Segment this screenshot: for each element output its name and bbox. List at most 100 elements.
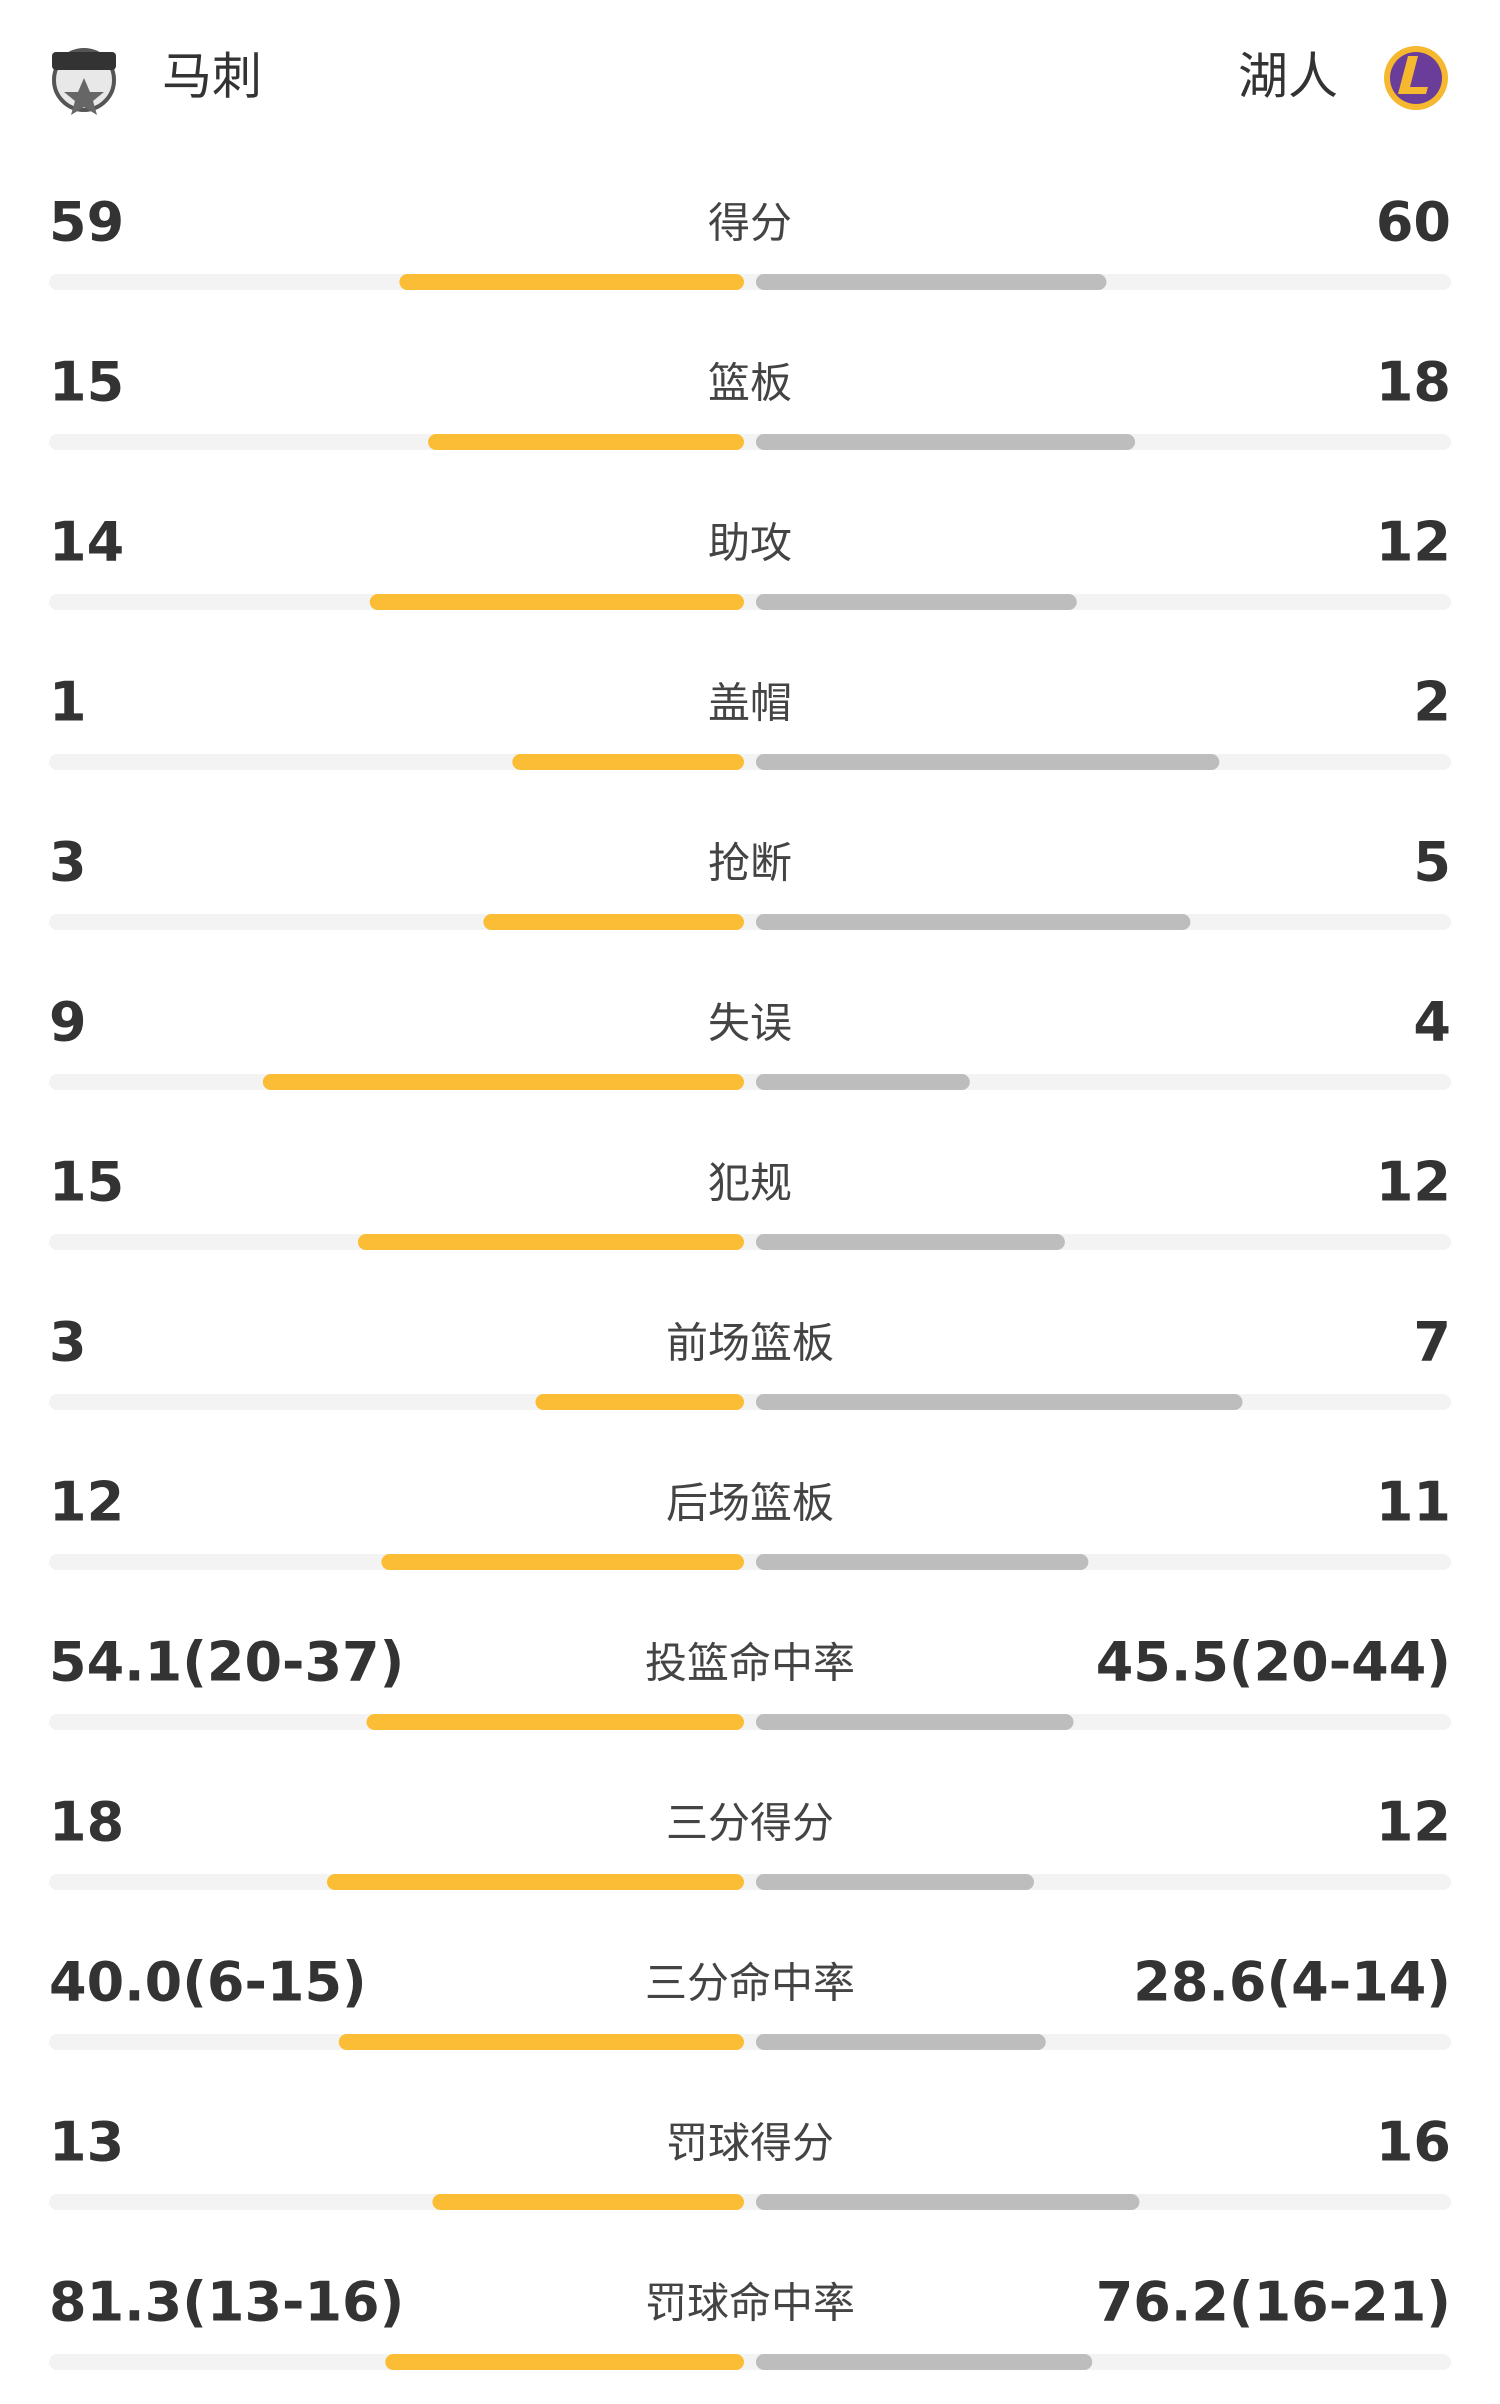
home-bar	[357, 1234, 744, 1250]
home-bar	[366, 1714, 744, 1730]
stat-row: 40.0(6-15) 三分命中率 28.6(4-14)	[49, 1951, 1451, 2050]
away-value: 5	[1413, 831, 1451, 894]
home-value: 12	[49, 1471, 124, 1534]
away-bar	[756, 434, 1136, 450]
away-bar	[756, 1394, 1243, 1410]
away-bar	[756, 1714, 1074, 1730]
home-bar	[369, 594, 744, 610]
home-logo	[52, 48, 116, 115]
stat-row: 81.3(13-16) 罚球命中率 76.2(16-21)	[49, 2271, 1451, 2370]
away-value: 4	[1413, 991, 1451, 1054]
away-bar	[756, 1234, 1065, 1250]
stat-row: 14 助攻 12	[49, 511, 1451, 610]
stat-label: 前场篮板	[666, 1319, 834, 1368]
stat-row: 3 前场篮板 7	[49, 1311, 1451, 1410]
away-value: 76.2(16-21)	[1096, 2271, 1451, 2334]
bar-track	[49, 2354, 1451, 2370]
away-value: 2	[1413, 671, 1451, 734]
bar-track	[49, 754, 1451, 770]
away-bar	[756, 914, 1191, 930]
home-team-name: 马刺	[162, 48, 262, 106]
away-value: 60	[1376, 191, 1451, 254]
stat-label: 失误	[708, 999, 792, 1048]
home-value: 15	[49, 1151, 124, 1214]
away-bar	[756, 274, 1107, 290]
home-bar	[512, 754, 744, 770]
stat-row: 15 篮板 18	[49, 351, 1451, 450]
bar-track	[49, 1234, 1451, 1250]
home-bar	[327, 1874, 744, 1890]
home-value: 3	[49, 831, 87, 894]
stat-label: 罚球得分	[666, 2119, 834, 2168]
home-value: 9	[49, 991, 87, 1054]
away-bar	[756, 754, 1220, 770]
home-value: 81.3(13-16)	[49, 2271, 404, 2334]
away-value: 18	[1376, 351, 1451, 414]
stat-row: 18 三分得分 12	[49, 1791, 1451, 1890]
bar-track	[49, 2194, 1451, 2210]
home-bar	[483, 914, 744, 930]
away-logo	[1384, 46, 1448, 110]
stat-label: 盖帽	[708, 679, 792, 728]
away-bar	[756, 2034, 1046, 2050]
away-value: 28.6(4-14)	[1133, 1951, 1451, 2014]
stat-row: 54.1(20-37) 投篮命中率 45.5(20-44)	[49, 1631, 1451, 1730]
stat-label: 后场篮板	[666, 1479, 834, 1528]
home-value: 15	[49, 351, 124, 414]
away-bar	[756, 1874, 1034, 1890]
stat-row: 15 犯规 12	[49, 1151, 1451, 1250]
home-value: 18	[49, 1791, 124, 1854]
bar-track	[49, 594, 1451, 610]
stat-label: 抢断	[708, 839, 792, 888]
away-bar	[756, 1554, 1089, 1570]
stat-row: 9 失误 4	[49, 991, 1451, 1090]
home-bar	[262, 1074, 744, 1090]
away-value: 11	[1376, 1471, 1451, 1534]
stat-row: 13 罚球得分 16	[49, 2111, 1451, 2210]
home-value: 40.0(6-15)	[49, 1951, 367, 2014]
stat-label: 投篮命中率	[645, 1639, 855, 1688]
bar-track	[49, 914, 1451, 930]
away-team-name: 湖人	[1238, 48, 1338, 106]
away-value: 45.5(20-44)	[1096, 1631, 1451, 1694]
stat-label: 犯规	[708, 1159, 792, 1208]
home-bar	[385, 2354, 744, 2370]
bar-track	[49, 274, 1451, 290]
home-bar	[399, 274, 744, 290]
stat-label: 助攻	[708, 519, 792, 568]
stat-row: 59 得分 60	[49, 191, 1451, 290]
away-value: 12	[1376, 1791, 1451, 1854]
stat-label: 三分命中率	[645, 1959, 855, 2008]
home-value: 13	[49, 2111, 124, 2174]
bar-track	[49, 1874, 1451, 1890]
home-value: 59	[49, 191, 124, 254]
away-value: 12	[1376, 511, 1451, 574]
stat-label: 篮板	[708, 359, 792, 408]
stat-label: 得分	[708, 199, 792, 248]
bar-track	[49, 2034, 1451, 2050]
home-bar	[535, 1394, 744, 1410]
home-value: 54.1(20-37)	[49, 1631, 404, 1694]
away-bar	[756, 2354, 1093, 2370]
bar-track	[49, 434, 1451, 450]
stat-label: 罚球命中率	[645, 2279, 855, 2328]
bar-track	[49, 1554, 1451, 1570]
home-bar	[381, 1554, 744, 1570]
away-value: 7	[1413, 1311, 1451, 1374]
stat-row: 12 后场篮板 11	[49, 1471, 1451, 1570]
away-bar	[756, 594, 1077, 610]
stat-row: 1 盖帽 2	[49, 671, 1451, 770]
home-bar	[428, 434, 744, 450]
away-bar	[756, 2194, 1140, 2210]
away-value: 16	[1376, 2111, 1451, 2174]
away-bar	[756, 1074, 970, 1090]
home-value: 14	[49, 511, 124, 574]
bar-track	[49, 1714, 1451, 1730]
stat-row: 3 抢断 5	[49, 831, 1451, 930]
home-value: 1	[49, 671, 87, 734]
home-bar	[338, 2034, 744, 2050]
home-value: 3	[49, 1311, 87, 1374]
